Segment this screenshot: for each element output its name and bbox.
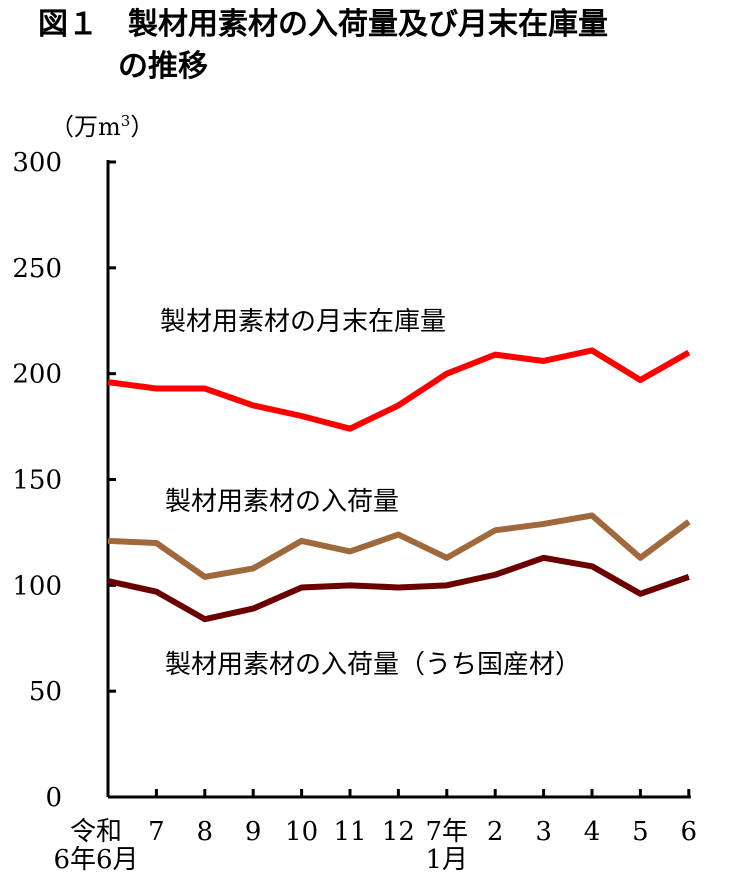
data-point: [155, 591, 157, 593]
data-point: [252, 404, 254, 406]
y-tick-label: 300: [12, 148, 62, 178]
data-point: [397, 404, 399, 406]
data-point: [155, 387, 157, 389]
data-point: [494, 354, 496, 356]
x-tick-label: 4: [584, 817, 601, 847]
x-tick-label: 7: [148, 817, 165, 847]
data-point: [107, 540, 109, 542]
series-line-1: [107, 347, 691, 432]
x-tick-label: 12: [382, 817, 415, 847]
data-point: [591, 349, 593, 351]
y-tick-label: 50: [29, 677, 62, 707]
x-tick-label: 7年: [426, 817, 469, 847]
y-tick-label: 0: [45, 783, 62, 813]
x-tick-label: 3: [535, 817, 552, 847]
x-tick-label: 6年6月: [53, 845, 138, 875]
y-axis-unit-close: ）: [130, 113, 154, 141]
data-point: [204, 387, 206, 389]
y-tick-label: 100: [12, 571, 62, 601]
data-point: [301, 415, 303, 417]
series-line-2: [107, 512, 691, 580]
data-point: [301, 540, 303, 542]
x-tick-label: 2: [487, 817, 504, 847]
data-point: [446, 557, 448, 559]
y-tick-label: 150: [12, 466, 62, 496]
data-point: [543, 360, 545, 362]
series-label-2: 製材用素材の入荷量: [165, 487, 399, 517]
data-point: [446, 373, 448, 375]
data-point: [204, 576, 206, 578]
data-point: [591, 565, 593, 567]
data-point: [543, 557, 545, 559]
y-axis-unit-text: （万m: [50, 113, 121, 141]
data-point: [349, 584, 351, 586]
data-point: [543, 523, 545, 525]
data-point: [349, 428, 351, 430]
chart-title-line1: 図１ 製材用素材の入荷量及び月末在庫量: [38, 7, 608, 42]
chart-title-line2: の推移: [118, 49, 208, 84]
series-lines: [107, 347, 691, 623]
data-point: [446, 584, 448, 586]
y-tick-label: 250: [12, 254, 62, 284]
data-point: [397, 534, 399, 536]
series-label-3: 製材用素材の入荷量（うち国産材）: [165, 650, 581, 680]
data-point: [494, 529, 496, 531]
x-tick-label: 9: [245, 817, 262, 847]
data-point: [494, 574, 496, 576]
data-point: [155, 542, 157, 544]
x-tick-label: 令和: [70, 817, 122, 847]
series-label-1: 製材用素材の月末在庫量: [160, 307, 446, 337]
x-tick-label: 10: [285, 817, 318, 847]
y-axis-unit: （万m3）: [50, 112, 154, 141]
data-point: [397, 586, 399, 588]
x-tick-label: 5: [632, 817, 649, 847]
x-tick-label: 8: [197, 817, 214, 847]
data-point: [591, 514, 593, 516]
data-point: [349, 550, 351, 552]
data-point: [204, 618, 206, 620]
data-point: [301, 586, 303, 588]
data-point: [252, 608, 254, 610]
x-tick-label: 11: [333, 817, 366, 847]
data-point: [639, 593, 641, 595]
x-tick-label: 1月: [426, 845, 469, 875]
data-point: [688, 352, 690, 353]
data-point: [107, 381, 109, 383]
data-point: [252, 567, 254, 569]
chart-title: 図１ 製材用素材の入荷量及び月末在庫量 の推移: [38, 4, 738, 88]
data-point: [688, 521, 690, 523]
data-point: [688, 576, 690, 578]
data-point: [639, 379, 641, 381]
data-point: [107, 580, 109, 582]
y-axis-unit-sup: 3: [121, 112, 131, 130]
x-tick-label: 6: [681, 817, 698, 847]
y-tick-label: 200: [12, 360, 62, 390]
data-point: [639, 557, 641, 559]
